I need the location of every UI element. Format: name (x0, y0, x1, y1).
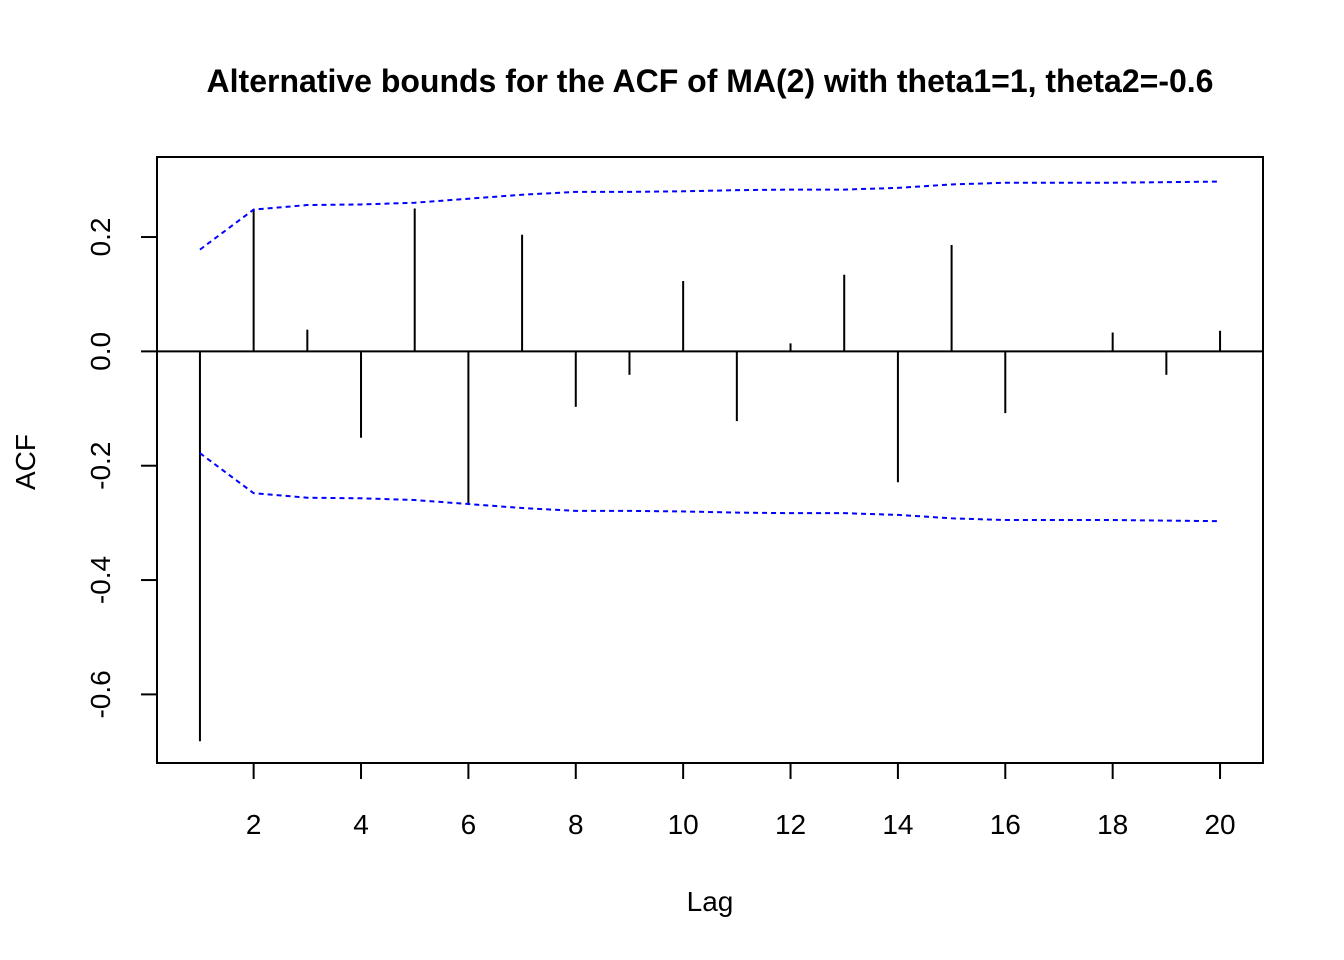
lower-confidence-bound (199, 452, 1221, 523)
x-tick-label-14: 14 (882, 809, 913, 840)
acf-bars (198, 208, 1222, 742)
y-tick-label-3: 0.0 (85, 332, 116, 371)
y-axis-label: ACF (10, 434, 41, 490)
x-axis: 2 4 6 8 10 12 14 16 18 20 (246, 763, 1236, 840)
plot-area (156, 156, 1264, 764)
y-tick-label-0: -0.6 (85, 670, 116, 718)
x-tick-label-2: 2 (246, 809, 262, 840)
x-tick-label-18: 18 (1097, 809, 1128, 840)
upper-confidence-bound (199, 180, 1221, 251)
x-tick-label-6: 6 (461, 809, 477, 840)
x-tick-label-8: 8 (568, 809, 584, 840)
x-tick-label-12: 12 (775, 809, 806, 840)
y-tick-label-1: -0.4 (85, 556, 116, 604)
x-tick-label-20: 20 (1204, 809, 1235, 840)
x-tick-label-4: 4 (353, 809, 369, 840)
y-tick-label-4: 0.2 (85, 218, 116, 257)
x-axis-label: Lag (687, 886, 734, 917)
chart-title: Alternative bounds for the ACF of MA(2) … (207, 63, 1214, 99)
x-tick-label-16: 16 (990, 809, 1021, 840)
y-axis: -0.6 -0.4 -0.2 0.0 0.2 (85, 218, 157, 719)
plot-frame (156, 156, 1264, 764)
y-tick-label-2: -0.2 (85, 442, 116, 490)
x-tick-label-10: 10 (668, 809, 699, 840)
